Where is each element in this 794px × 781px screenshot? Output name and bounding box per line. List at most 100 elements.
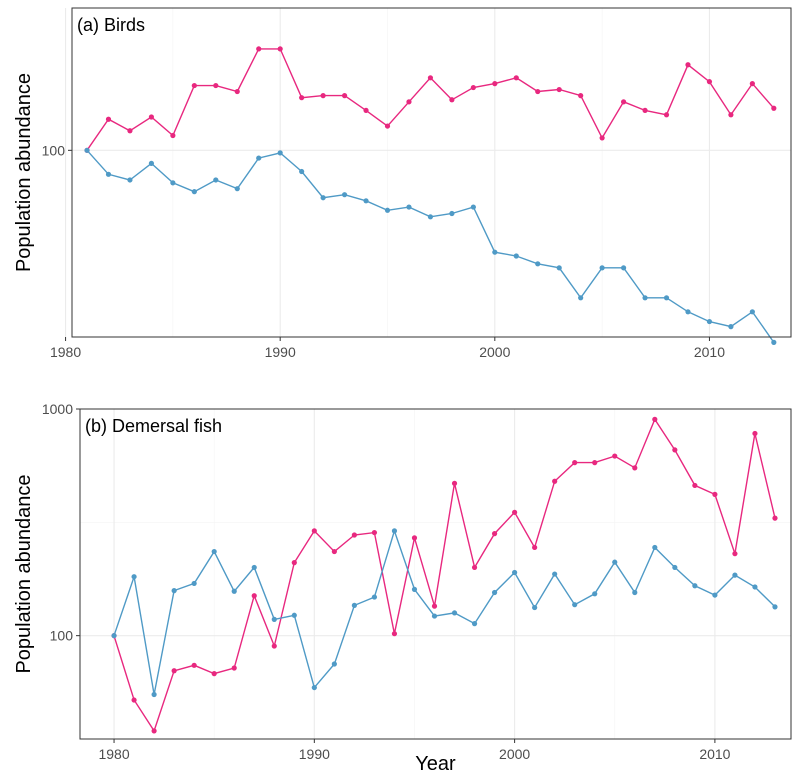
data-point-blue xyxy=(213,177,219,183)
data-point-blue xyxy=(672,564,678,571)
data-point-pink xyxy=(127,128,133,134)
panel-title: (b) Demersal fish xyxy=(85,416,222,436)
data-point-blue xyxy=(406,204,412,210)
data-point-pink xyxy=(213,82,219,89)
data-point-pink xyxy=(612,453,618,459)
data-point-blue xyxy=(612,559,618,565)
data-point-blue xyxy=(513,253,519,259)
data-point-blue xyxy=(471,621,478,627)
data-point-blue xyxy=(148,160,155,166)
data-point-pink xyxy=(620,99,627,105)
data-point-blue xyxy=(211,548,217,555)
data-point-pink xyxy=(371,529,378,536)
data-point-blue xyxy=(728,324,734,330)
data-point-pink xyxy=(291,560,297,566)
panel-border xyxy=(79,408,792,740)
data-point-blue xyxy=(712,592,718,598)
data-point-pink xyxy=(431,603,438,609)
data-point-pink xyxy=(532,544,538,551)
data-point-pink xyxy=(331,548,337,555)
data-point-pink xyxy=(578,93,584,99)
data-point-pink xyxy=(552,478,558,484)
data-point-blue xyxy=(556,265,562,271)
data-point-blue xyxy=(341,192,348,198)
data-point-pink xyxy=(556,86,562,93)
panel-title: (a) Birds xyxy=(77,15,145,35)
data-point-blue xyxy=(391,528,398,534)
x-tick-label: 1990 xyxy=(299,746,330,762)
data-point-blue xyxy=(277,150,283,156)
data-point-pink xyxy=(652,416,658,422)
data-point-pink xyxy=(277,46,283,52)
data-point-pink xyxy=(251,593,257,599)
data-point-blue xyxy=(512,569,518,576)
data-point-pink xyxy=(772,515,778,521)
data-point-pink xyxy=(105,116,112,122)
data-point-blue xyxy=(291,612,297,618)
data-point-blue xyxy=(492,249,498,255)
data-point-pink xyxy=(672,447,678,453)
data-point-blue xyxy=(271,616,277,622)
data-point-pink xyxy=(663,112,670,118)
data-point-pink xyxy=(706,79,713,85)
y-tick-label: 1000 xyxy=(42,401,73,417)
data-point-pink xyxy=(599,135,605,141)
data-point-blue xyxy=(572,602,578,608)
data-point-pink xyxy=(451,480,458,486)
data-point-blue xyxy=(251,564,257,571)
data-point-blue xyxy=(311,684,317,691)
data-point-blue xyxy=(491,589,498,596)
data-point-blue xyxy=(331,661,337,667)
data-point-blue xyxy=(131,574,137,580)
data-point-blue xyxy=(256,155,262,161)
data-point-pink xyxy=(572,460,578,466)
data-point-pink xyxy=(692,482,698,489)
data-point-pink xyxy=(299,95,305,101)
data-point-blue xyxy=(170,180,176,186)
y-tick-label: 100 xyxy=(42,142,66,158)
data-point-blue xyxy=(685,309,691,315)
x-tick-label: 2000 xyxy=(479,344,510,360)
data-point-pink xyxy=(728,112,734,118)
data-point-pink xyxy=(632,465,638,471)
data-point-pink xyxy=(311,528,317,534)
data-point-pink xyxy=(171,668,177,674)
x-tick-label: 1990 xyxy=(265,344,296,360)
data-point-pink xyxy=(191,82,197,89)
data-point-pink xyxy=(752,430,758,437)
data-point-pink xyxy=(535,88,541,95)
data-point-pink xyxy=(151,728,157,734)
data-point-pink xyxy=(771,105,777,111)
data-point-blue xyxy=(532,604,538,611)
panel-background xyxy=(72,8,791,337)
data-point-pink xyxy=(491,531,498,537)
data-point-blue xyxy=(449,210,455,217)
data-point-blue xyxy=(411,586,418,592)
data-point-blue xyxy=(652,544,658,551)
data-point-pink xyxy=(211,671,217,677)
y-axis-title: Population abundance xyxy=(13,474,35,673)
data-point-blue xyxy=(105,171,112,177)
data-point-blue xyxy=(231,588,237,594)
data-point-pink xyxy=(712,491,718,497)
data-point-pink xyxy=(427,75,434,81)
data-point-blue xyxy=(632,589,638,596)
data-point-blue xyxy=(620,265,627,271)
series-line-blue xyxy=(113,528,776,695)
data-point-blue xyxy=(663,295,670,301)
data-point-pink xyxy=(749,81,755,87)
data-point-pink xyxy=(170,132,176,139)
x-axis-title: Year xyxy=(415,753,456,775)
data-point-blue xyxy=(592,591,598,597)
data-point-blue xyxy=(171,588,177,594)
data-point-pink xyxy=(406,99,412,105)
series-line-pink xyxy=(113,417,776,733)
data-point-blue xyxy=(642,295,648,301)
panel-demersal-fish: 1980 1990 2000 2010 100 1000 (b) Demersal fish… xyxy=(13,401,792,775)
data-point-blue xyxy=(772,604,778,610)
data-point-pink xyxy=(148,114,155,120)
y-tick-label: 100 xyxy=(50,628,74,644)
data-point-blue xyxy=(771,339,777,345)
data-point-blue xyxy=(299,168,305,175)
